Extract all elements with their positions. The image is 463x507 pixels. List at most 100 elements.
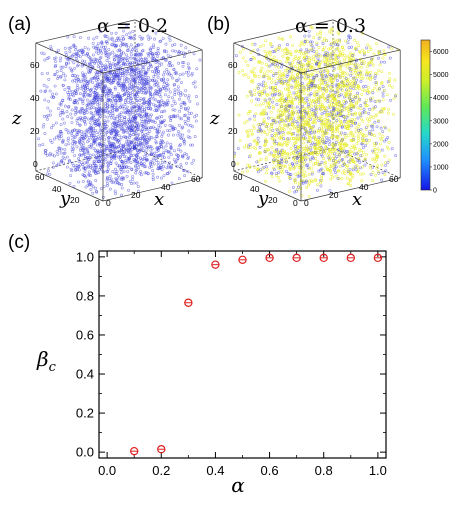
cloud-point — [274, 149, 278, 153]
y-tick-label: 0.6 — [76, 327, 94, 342]
cloud-point — [381, 171, 385, 175]
cube-front-edges-b — [233, 19, 401, 202]
cloud-point — [93, 140, 97, 144]
cloud-point — [104, 102, 107, 106]
cloud-point — [324, 51, 328, 55]
cloud-point — [143, 84, 147, 88]
cloud-point — [334, 140, 338, 144]
cloud-point — [182, 61, 186, 64]
cloud-point — [296, 138, 299, 142]
cloud-point — [146, 34, 150, 38]
cloud-point — [128, 135, 132, 139]
cloud-point — [79, 143, 83, 147]
cloud-point — [319, 147, 323, 151]
cloud-point — [312, 93, 316, 96]
cloud-point — [169, 153, 173, 157]
cloud-point — [173, 82, 177, 86]
cloud-point — [268, 129, 272, 133]
cloud-point — [362, 60, 366, 63]
cloud-point — [293, 149, 297, 153]
cloud-point — [294, 164, 298, 168]
cloud-point — [119, 44, 123, 48]
cloud-point — [288, 50, 292, 54]
cloud-point — [280, 153, 284, 156]
cloud-point — [139, 112, 143, 115]
cloud-point — [256, 136, 260, 140]
cloud-point — [310, 44, 314, 48]
cloud-point — [243, 145, 247, 149]
cloud-point — [155, 128, 159, 132]
cloud-point — [85, 140, 89, 144]
cloud-point — [323, 162, 327, 166]
cloud-point — [313, 150, 317, 154]
cloud-point — [335, 62, 339, 66]
z-tick-0-a: 0 — [33, 159, 38, 169]
cloud-point — [272, 55, 276, 59]
cloud-point — [369, 115, 373, 119]
cloud-point — [156, 164, 160, 168]
cloud-point — [369, 173, 373, 176]
cloud-point — [195, 113, 199, 117]
cloud-point — [313, 156, 317, 160]
cloud-point — [124, 155, 128, 159]
cloud-point — [248, 117, 252, 121]
cloud-point — [153, 83, 157, 87]
cloud-point — [285, 79, 289, 83]
cloud-point — [177, 177, 181, 181]
cloud-point — [134, 67, 138, 70]
cloud-point — [306, 76, 310, 80]
cloud-point — [315, 62, 319, 66]
cloud-point — [122, 62, 126, 66]
cloud-point — [331, 51, 335, 55]
cloud-point — [86, 70, 90, 74]
cloud-point — [146, 172, 150, 176]
cloud-point — [366, 124, 370, 128]
cloud-point — [359, 172, 363, 176]
cloud-point — [170, 104, 174, 108]
cloud-point — [97, 42, 100, 45]
cloud-point — [327, 47, 331, 51]
cloud-point — [116, 74, 120, 78]
cloud-point — [110, 116, 113, 120]
cloud-point — [89, 143, 93, 146]
cloud-point — [48, 151, 52, 155]
cloud-point — [308, 157, 312, 161]
cloud-point — [255, 142, 259, 146]
cube-edge — [35, 170, 104, 202]
cloud-point — [169, 119, 173, 123]
cloud-point — [278, 108, 282, 112]
cloud-point — [378, 63, 382, 67]
cloud-point — [129, 153, 133, 157]
cloud-point — [326, 168, 330, 172]
cloud-point — [318, 99, 322, 103]
cloud-point — [343, 75, 347, 79]
cloud-point — [277, 36, 281, 40]
cloud-point — [187, 65, 191, 69]
cloud-point — [41, 143, 45, 147]
cloud-point — [140, 90, 144, 94]
cloud-point — [280, 100, 284, 104]
cloud-point — [307, 85, 311, 89]
cloud-point — [118, 138, 122, 142]
cloud-point — [334, 165, 338, 169]
cloud-point — [112, 145, 116, 149]
cloud-point — [88, 120, 92, 124]
cloud-point — [382, 89, 386, 92]
cloud-point — [304, 180, 308, 184]
cloud-point — [332, 68, 336, 72]
cloud-point — [176, 85, 180, 89]
cloud-point — [124, 56, 128, 60]
cloud-point — [324, 73, 328, 77]
cloud-point — [286, 141, 290, 145]
cloud-point — [327, 94, 331, 98]
cloud-point — [160, 62, 164, 66]
cloud-point — [187, 129, 191, 133]
cloud-point — [289, 75, 293, 79]
cloud-point — [268, 153, 272, 156]
cloud-point — [354, 167, 358, 171]
cloud-point — [90, 144, 94, 148]
cloud-point — [314, 140, 318, 143]
panel-title-a: α = 0.2 — [97, 15, 168, 37]
cloud-point — [314, 54, 318, 58]
cloud-point — [374, 141, 378, 145]
